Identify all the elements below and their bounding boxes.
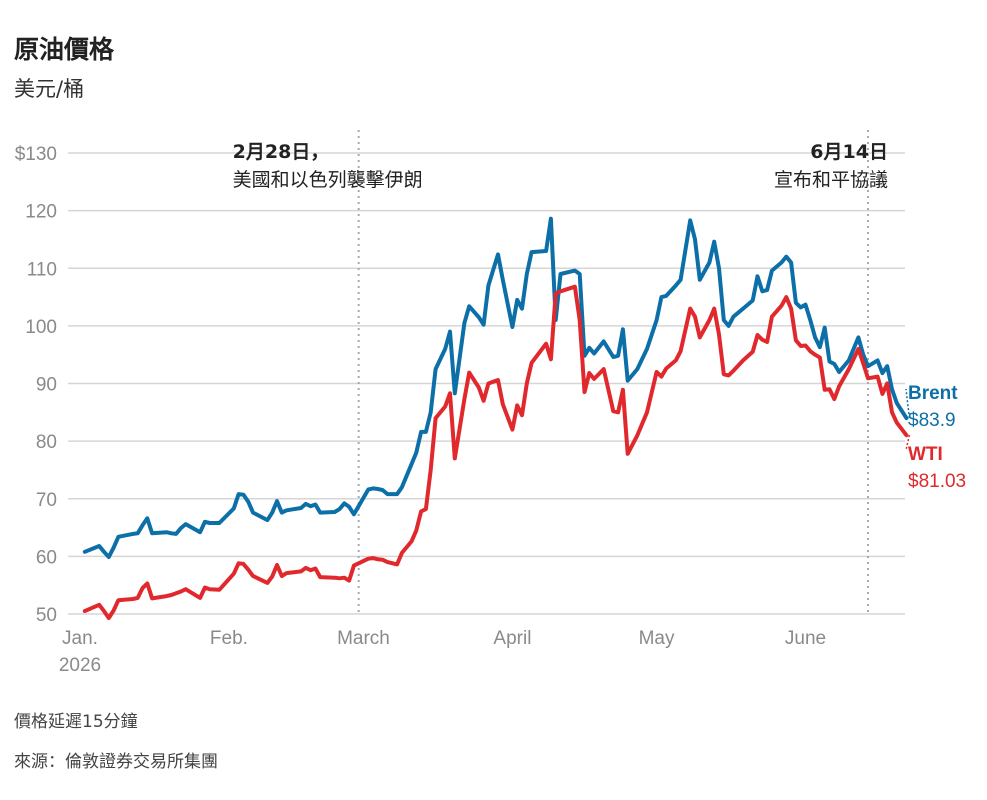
end-label-value: $83.9	[908, 410, 956, 431]
series-lines	[82, 216, 909, 620]
y-tick-label: 90	[36, 375, 57, 396]
x-tick-label: March	[337, 628, 390, 649]
end-labels: Brent $83.9 WTI $81.03	[905, 383, 966, 492]
event-date-label: 2月28日，	[233, 141, 330, 163]
x-tick-label: Jan.	[62, 628, 98, 649]
y-tick-label: $130	[15, 144, 57, 165]
end-label-value: $81.03	[908, 471, 966, 492]
end-label-leader	[905, 435, 911, 451]
x-tick-label: June	[785, 628, 826, 649]
y-tick-label: 50	[36, 605, 57, 626]
y-tick-label: 80	[36, 432, 57, 453]
y-tick-label: 60	[36, 547, 57, 568]
end-label-name: WTI	[908, 444, 943, 465]
event-description: 美國和以色列襲擊伊朗	[233, 169, 423, 191]
event-date-label: 6月14日	[810, 141, 888, 163]
chart-title: 原油價格	[14, 35, 115, 64]
x-tick-label: Feb.	[210, 628, 248, 649]
end-label-name: Brent	[908, 383, 958, 404]
x-tick-sublabel: 2026	[59, 655, 101, 676]
x-tick-label: April	[493, 628, 531, 649]
y-tick-label: 120	[25, 202, 57, 223]
y-tick-label: 100	[25, 317, 57, 338]
series-line-brent	[82, 216, 909, 559]
event-description: 宣布和平協議	[774, 169, 888, 191]
x-tick-label: May	[639, 628, 675, 649]
source-note: 來源：倫敦證券交易所集團	[14, 752, 218, 772]
delay-note: 價格延遲15分鐘	[14, 712, 138, 732]
chart-subtitle: 美元/桶	[14, 77, 85, 101]
end-label-leader	[905, 388, 911, 419]
y-tick-label: 110	[27, 259, 57, 280]
y-tick-label: 70	[36, 490, 57, 511]
series-line-wti	[82, 284, 909, 620]
